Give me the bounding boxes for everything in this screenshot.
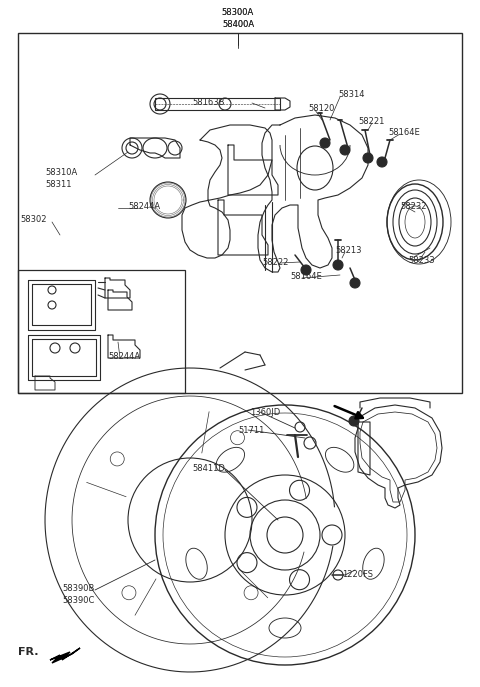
Text: 58300A: 58300A xyxy=(222,8,254,17)
Text: 58310A: 58310A xyxy=(45,168,77,177)
Circle shape xyxy=(349,416,359,426)
Text: 58244A: 58244A xyxy=(128,202,160,211)
Circle shape xyxy=(301,265,311,275)
Circle shape xyxy=(363,153,373,163)
Text: 58300A: 58300A xyxy=(222,8,254,17)
Text: 58232: 58232 xyxy=(400,202,427,211)
Text: 58302: 58302 xyxy=(20,215,47,224)
Text: 58311: 58311 xyxy=(45,180,72,189)
Text: 58213: 58213 xyxy=(335,246,361,255)
Text: 58390B: 58390B xyxy=(62,584,95,593)
Text: 58400A: 58400A xyxy=(222,20,254,29)
Text: 58221: 58221 xyxy=(358,117,384,126)
Bar xyxy=(155,98,280,110)
Circle shape xyxy=(340,145,350,155)
Text: 58244A: 58244A xyxy=(108,352,140,361)
Bar xyxy=(18,270,185,393)
Text: 1220FS: 1220FS xyxy=(342,570,373,579)
Circle shape xyxy=(350,278,360,288)
Circle shape xyxy=(377,157,387,167)
Text: 58233: 58233 xyxy=(408,256,434,265)
Text: 58120: 58120 xyxy=(308,104,335,113)
Circle shape xyxy=(320,138,330,148)
Text: 58222: 58222 xyxy=(262,258,288,267)
Text: 58411D: 58411D xyxy=(192,464,225,473)
Text: 58164E: 58164E xyxy=(388,128,420,137)
Text: 58164E: 58164E xyxy=(290,272,322,281)
Polygon shape xyxy=(50,648,80,663)
Text: 58390C: 58390C xyxy=(62,596,95,605)
Text: 51711: 51711 xyxy=(238,426,264,435)
Text: 58400A: 58400A xyxy=(222,20,254,29)
Circle shape xyxy=(333,260,343,270)
Text: 1360JD: 1360JD xyxy=(250,408,280,417)
Text: 58314: 58314 xyxy=(338,90,364,99)
Text: 58163B: 58163B xyxy=(192,98,225,107)
Text: FR.: FR. xyxy=(18,647,38,657)
Bar xyxy=(18,33,462,393)
